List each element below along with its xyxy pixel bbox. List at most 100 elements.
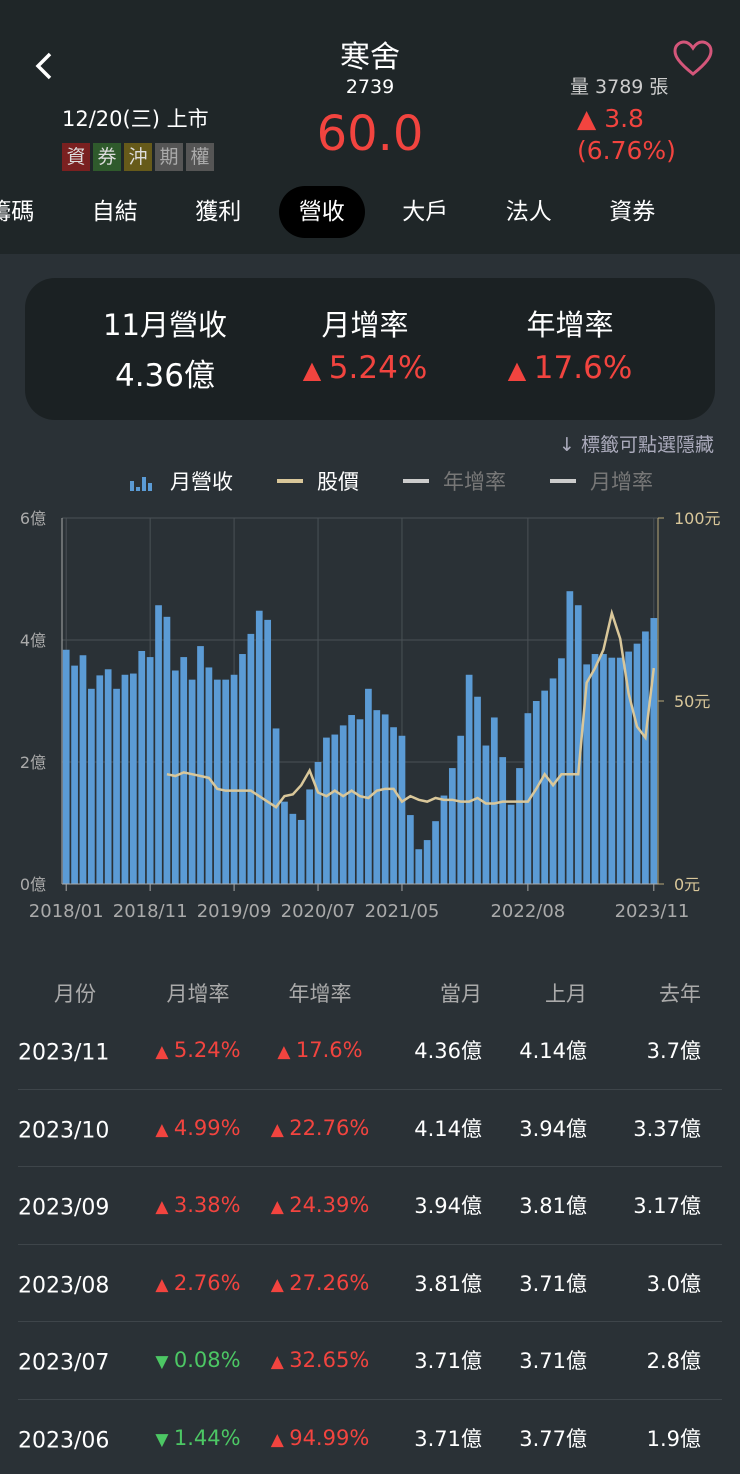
cell-value: 3.38% <box>173 1193 241 1217</box>
cell-value: 0.08% <box>173 1348 241 1372</box>
bar <box>213 679 221 884</box>
cell-month: 2023/10 <box>18 1118 110 1143</box>
bar <box>373 710 381 884</box>
tab[interactable]: 籌碼 <box>0 199 35 225</box>
bar <box>104 669 112 884</box>
cell-cur: 4.36億 <box>414 1039 482 1063</box>
bar <box>448 768 456 884</box>
bar <box>138 650 146 884</box>
price: 60.0 <box>316 106 424 162</box>
cell-value: 4.99% <box>173 1115 241 1140</box>
legend-label[interactable]: 月營收 <box>170 470 233 494</box>
bar <box>331 734 339 884</box>
cell-value: 17.6% <box>295 1038 363 1062</box>
arrow: ▲ <box>507 356 534 384</box>
x-tick-label: 2018/01 <box>29 901 104 922</box>
arrow: ▲ <box>155 1274 174 1295</box>
bar <box>650 618 658 884</box>
bar <box>407 815 414 884</box>
row-divider <box>18 1398 722 1400</box>
bar <box>516 768 523 884</box>
legend-label[interactable]: 年增率 <box>443 470 506 494</box>
summary-value: ▲ 17.6% <box>450 350 690 386</box>
cell-value: 24.39% <box>289 1193 370 1217</box>
cell-yoy: ▲ 27.26% <box>240 1271 400 1295</box>
cell-prev: 3.77億 <box>519 1426 587 1451</box>
bar <box>88 688 95 884</box>
bar <box>499 757 507 884</box>
bar <box>71 665 78 884</box>
bar <box>365 688 372 884</box>
favorite-button[interactable] <box>672 40 714 78</box>
arrow: ▼ <box>155 1429 174 1450</box>
bar <box>490 717 498 884</box>
price-line <box>166 608 656 809</box>
arrow: ▲ <box>302 356 329 384</box>
bar <box>247 633 255 884</box>
change-pct: (6.76%) <box>577 136 676 165</box>
bar <box>423 840 431 884</box>
bar <box>558 658 565 884</box>
arrow: ▼ <box>155 1352 174 1372</box>
stock-name: 寒舍 <box>340 40 400 75</box>
row-divider <box>18 1166 722 1167</box>
y-tick-label: 4億 <box>20 631 46 650</box>
bar <box>163 616 171 884</box>
stock-code: 2739 <box>345 76 395 98</box>
tag: 沖 <box>124 143 152 171</box>
cell-mom: ▼ 1.44% <box>118 1426 278 1450</box>
cell-last: 3.17億 <box>633 1194 701 1218</box>
row-divider <box>18 1243 722 1245</box>
bar <box>289 813 297 884</box>
legend-label[interactable]: 股價 <box>317 470 359 494</box>
bar <box>230 674 238 884</box>
bar <box>323 737 330 884</box>
column-header: 月份 <box>54 982 96 1006</box>
legend-label[interactable]: 月增率 <box>590 470 653 494</box>
bar <box>306 789 313 884</box>
tab[interactable]: 大戶 <box>402 199 449 225</box>
row-divider <box>18 1088 722 1090</box>
bar <box>381 714 389 884</box>
tag: 資 <box>62 143 90 171</box>
cell-yoy: ▲ 17.6% <box>240 1038 400 1062</box>
tag: 券 <box>93 143 121 171</box>
bar <box>457 735 465 884</box>
bar <box>281 801 288 884</box>
cell-prev: 3.71億 <box>519 1349 587 1373</box>
cell-value: 1.44% <box>173 1425 241 1450</box>
bar <box>356 719 364 884</box>
tab[interactable]: 自結 <box>91 199 138 225</box>
tab[interactable]: 法人 <box>505 199 552 225</box>
bar <box>541 690 549 884</box>
cell-prev: 3.71億 <box>519 1271 587 1296</box>
cell-last: 1.9億 <box>646 1426 701 1451</box>
cell-yoy: ▲ 94.99% <box>240 1426 400 1450</box>
row-divider <box>18 1321 722 1322</box>
bar <box>239 654 246 884</box>
column-header: 月增率 <box>166 982 230 1006</box>
legend-icon <box>148 483 152 491</box>
tab[interactable]: 營收 <box>278 186 365 238</box>
bar <box>482 745 490 884</box>
change-value: 3.8 <box>604 104 644 133</box>
tag-list: 資券沖期權 <box>62 143 217 171</box>
legend-icon <box>136 487 140 491</box>
arrow: ▲ <box>577 104 597 133</box>
tab[interactable]: 獲利 <box>195 199 242 225</box>
bar <box>113 688 120 884</box>
y-tick-label: 6億 <box>20 509 46 528</box>
bar <box>608 657 616 884</box>
x-tick-label: 2020/07 <box>281 901 356 922</box>
tab[interactable]: 資券 <box>609 199 656 225</box>
bar <box>440 795 448 884</box>
cell-cur: 3.81億 <box>414 1271 482 1296</box>
summary-number: 17.6% <box>533 350 633 386</box>
summary-value: 4.36億 <box>45 350 285 395</box>
cell-mom: ▲ 5.24% <box>118 1038 278 1062</box>
x-tick-label: 2022/08 <box>490 901 565 922</box>
bar <box>146 657 154 884</box>
back-button[interactable] <box>30 50 58 82</box>
cell-value: 2.76% <box>173 1270 241 1295</box>
